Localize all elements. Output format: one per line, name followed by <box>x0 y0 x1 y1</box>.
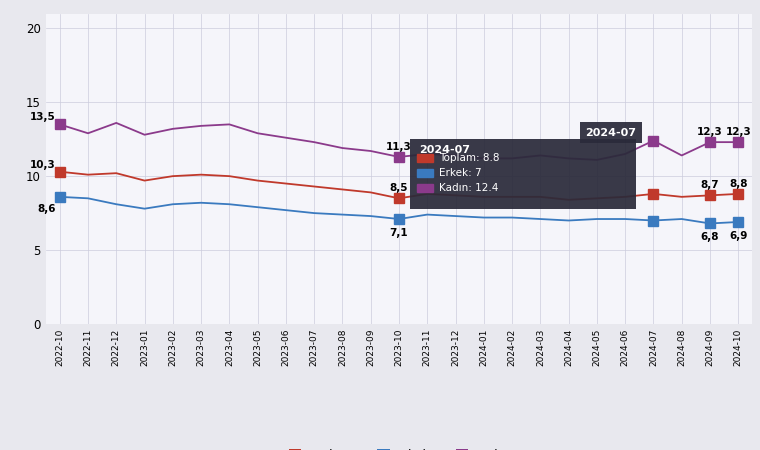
Text: 8,6: 8,6 <box>37 204 55 214</box>
Text: 8,8: 8,8 <box>729 179 748 189</box>
Bar <box>417 154 433 162</box>
Bar <box>417 169 433 177</box>
FancyBboxPatch shape <box>410 139 636 209</box>
Text: Toplam: 8.8: Toplam: 8.8 <box>439 153 499 163</box>
Text: 8,5: 8,5 <box>390 184 408 194</box>
Text: 7,1: 7,1 <box>390 228 408 238</box>
Text: 8,7: 8,7 <box>701 180 719 190</box>
Bar <box>417 184 433 192</box>
Text: 12,3: 12,3 <box>697 127 723 137</box>
Text: 2024-07: 2024-07 <box>585 128 636 138</box>
Text: 6,9: 6,9 <box>729 231 747 241</box>
Text: Erkek: 7: Erkek: 7 <box>439 168 481 178</box>
Text: Kadın: 12.4: Kadın: 12.4 <box>439 183 498 193</box>
Text: 10,3: 10,3 <box>30 160 55 170</box>
Legend: Toplam, Erkek, Kadın: Toplam, Erkek, Kadın <box>283 444 515 450</box>
Text: 12,3: 12,3 <box>725 127 751 137</box>
Text: 11,3: 11,3 <box>386 142 412 152</box>
Text: 13,5: 13,5 <box>30 112 55 122</box>
Text: 6,8: 6,8 <box>701 232 719 242</box>
Text: 2024-07: 2024-07 <box>419 145 470 155</box>
